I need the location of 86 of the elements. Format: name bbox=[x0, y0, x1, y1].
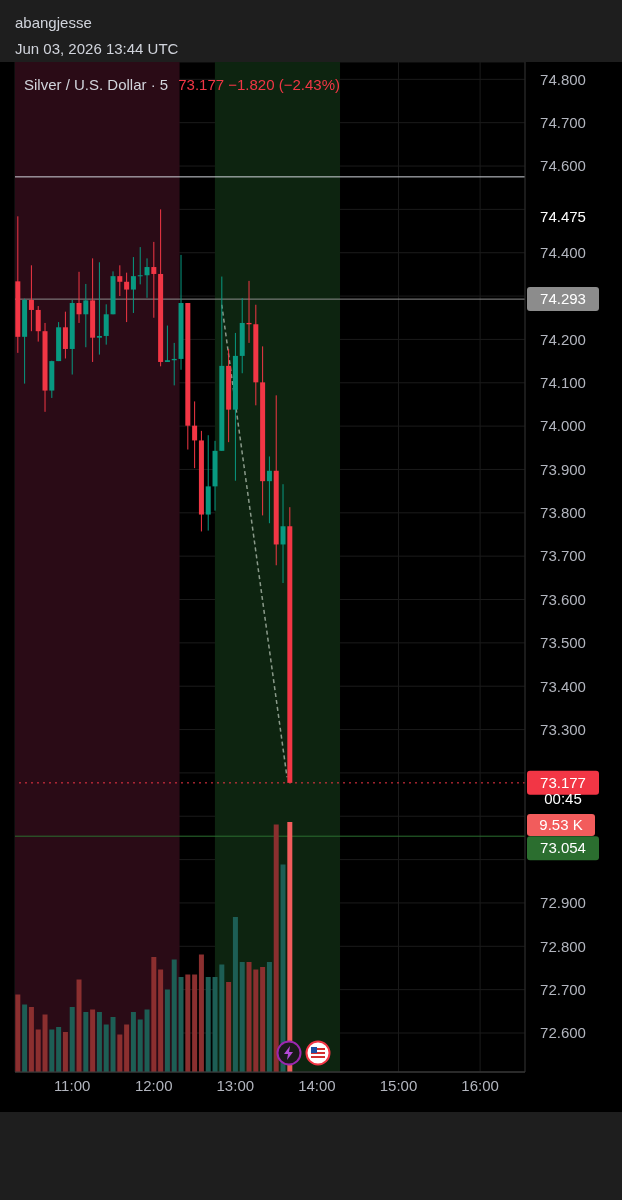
candlestick bbox=[35, 305, 41, 343]
y-tick-label: 73.500 bbox=[540, 634, 586, 652]
bar bbox=[151, 957, 157, 1072]
y-tick-label: 72.900 bbox=[540, 894, 586, 912]
y-tick-label: 73.600 bbox=[540, 590, 586, 608]
y-tick-label: 74.400 bbox=[540, 244, 586, 262]
bar bbox=[69, 1007, 75, 1072]
y-tick-label: 73.700 bbox=[540, 547, 586, 565]
bar bbox=[22, 1004, 28, 1072]
y-tick-label: 72.700 bbox=[540, 980, 586, 998]
text: Jun 03, 2026 13:44 UTC bbox=[15, 39, 179, 59]
x-tick-label: 16:00 bbox=[461, 1076, 499, 1094]
candlestick bbox=[28, 264, 34, 332]
y-tick-label: 74.700 bbox=[540, 114, 586, 132]
bar bbox=[62, 1032, 68, 1072]
candlestick bbox=[192, 400, 198, 469]
text: 00:45 bbox=[543, 790, 583, 807]
bar bbox=[42, 1014, 48, 1072]
x-tick-label: 11:00 bbox=[53, 1076, 91, 1094]
bar bbox=[49, 1029, 55, 1072]
bar bbox=[185, 974, 191, 1072]
bar bbox=[266, 962, 272, 1072]
bar bbox=[35, 1029, 41, 1072]
bar bbox=[117, 1034, 123, 1072]
bar bbox=[239, 962, 245, 1072]
text: abangjesse bbox=[15, 13, 93, 33]
bar bbox=[28, 1007, 34, 1072]
x-tick-label: 13:00 bbox=[216, 1076, 255, 1094]
bar bbox=[56, 1027, 62, 1072]
bar bbox=[260, 967, 266, 1072]
y-tick-label: 74.600 bbox=[540, 157, 586, 175]
bar bbox=[15, 994, 21, 1072]
y-tick-label: 74.200 bbox=[540, 330, 586, 348]
bar bbox=[192, 974, 198, 1072]
bar bbox=[273, 824, 279, 1072]
y-tick-label: 72.800 bbox=[540, 937, 586, 955]
bar bbox=[178, 977, 184, 1072]
candlestick bbox=[164, 325, 170, 363]
bar bbox=[124, 1024, 130, 1072]
ref-line-label: 73.177 bbox=[540, 773, 586, 791]
y-tick-label: 73.900 bbox=[540, 460, 586, 478]
text: Silver / U.S. Dollar · 5 bbox=[24, 76, 169, 93]
ref-line-label: 74.293 bbox=[540, 290, 586, 308]
y-tick-label: 74.100 bbox=[540, 374, 586, 392]
x-tick-label: 12:00 bbox=[134, 1076, 173, 1094]
bar bbox=[96, 1012, 102, 1072]
bar bbox=[110, 1017, 116, 1072]
y-tick-label: 73.400 bbox=[540, 677, 586, 695]
candlestick bbox=[280, 483, 286, 584]
bar bbox=[144, 1009, 150, 1072]
bar bbox=[130, 1012, 136, 1072]
bar bbox=[205, 977, 211, 1072]
text: 74.475 bbox=[539, 208, 587, 226]
annotation: 73.177 −1.820 (−2.43%) bbox=[178, 76, 340, 93]
bar bbox=[137, 1019, 143, 1072]
text: 9.53 K bbox=[527, 814, 595, 836]
candlestick bbox=[103, 303, 109, 346]
y-tick-label: 74.800 bbox=[540, 70, 586, 88]
candlestick bbox=[117, 264, 123, 297]
bar bbox=[226, 982, 232, 1072]
bar bbox=[164, 989, 170, 1072]
bar bbox=[171, 959, 177, 1072]
candlestick bbox=[266, 455, 272, 524]
candlestick bbox=[130, 256, 136, 314]
ref-line-label: 73.054 bbox=[540, 839, 586, 857]
y-tick-label: 73.800 bbox=[540, 504, 586, 522]
candlestick bbox=[144, 257, 150, 299]
bar bbox=[232, 917, 238, 1072]
bar bbox=[198, 954, 204, 1072]
bar bbox=[76, 979, 82, 1072]
candlestick bbox=[124, 272, 130, 323]
x-tick-label: 14:00 bbox=[298, 1076, 336, 1094]
y-tick-label: 72.600 bbox=[540, 1024, 586, 1042]
bar bbox=[90, 1009, 96, 1072]
x-tick-label: 15:00 bbox=[379, 1076, 418, 1094]
candlestick bbox=[76, 271, 82, 324]
y-tick-label: 73.300 bbox=[540, 720, 586, 738]
candlestick bbox=[96, 261, 102, 356]
candlestick bbox=[62, 311, 68, 359]
candlestick bbox=[151, 241, 157, 319]
bar bbox=[103, 1024, 109, 1072]
bar bbox=[83, 1012, 89, 1072]
bar bbox=[158, 969, 164, 1072]
y-tick-label: 74.000 bbox=[540, 417, 586, 435]
candlestick bbox=[83, 283, 89, 348]
candlestick bbox=[137, 246, 143, 285]
